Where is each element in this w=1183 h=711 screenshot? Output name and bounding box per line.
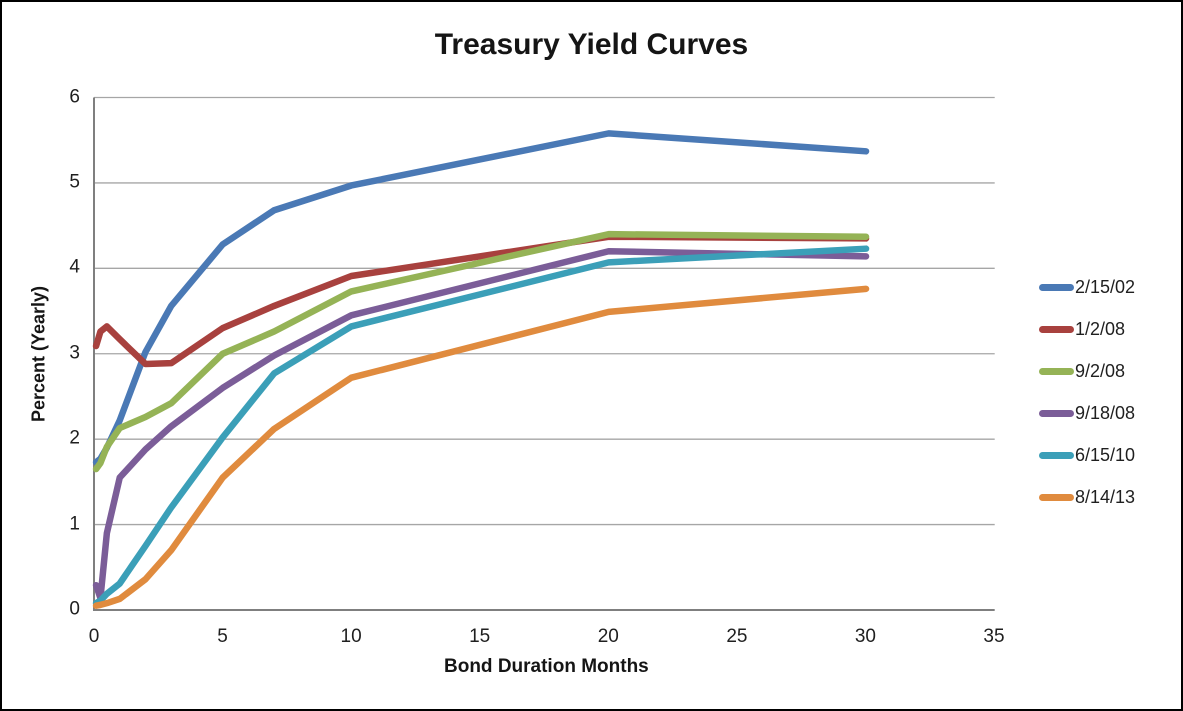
y-tick-label: 2	[69, 427, 80, 449]
legend-label: 9/18/08	[1075, 402, 1136, 423]
legend: 2/15/02 1/2/08 9/2/08 9/18/08 6/15/10 8/…	[1039, 266, 1135, 518]
x-tick-label: 35	[983, 626, 1005, 647]
series-line-6/15/10	[92, 245, 870, 607]
series-line-8/14/13	[92, 285, 870, 609]
x-tick-label: 30	[854, 626, 876, 647]
legend-label: 6/15/10	[1075, 444, 1136, 465]
legend-line-swatch	[1039, 367, 1074, 375]
series-line-9/18/08	[92, 248, 870, 602]
y-tick-label: 3	[69, 342, 80, 364]
legend-line-swatch	[1039, 409, 1074, 417]
y-axis-title: Percent (Yearly)	[28, 285, 49, 423]
legend-item: 2/15/02	[1039, 266, 1135, 308]
series-line-1/2/08	[92, 233, 870, 368]
legend-label: 8/14/13	[1075, 486, 1136, 507]
legend-line-swatch	[1039, 451, 1074, 459]
x-tick-label: 25	[726, 626, 748, 647]
y-tick-label: 4	[69, 256, 80, 278]
legend-item: 6/15/10	[1039, 434, 1135, 476]
legend-line-swatch	[1039, 283, 1074, 291]
legend-line-swatch	[1039, 325, 1074, 333]
y-tick-label: 0	[69, 598, 80, 620]
legend-line-swatch	[1039, 493, 1074, 501]
y-tick-label: 5	[69, 171, 80, 193]
chart-title: Treasury Yield Curves	[434, 28, 749, 61]
legend-item: 8/14/13	[1039, 476, 1135, 518]
x-tick-label: 10	[340, 626, 362, 647]
y-tick-label: 1	[69, 513, 80, 535]
x-axis-title: Bond Duration Months	[444, 656, 649, 677]
legend-item: 9/18/08	[1039, 392, 1135, 434]
legend-item: 9/2/08	[1039, 350, 1135, 392]
legend-label: 9/2/08	[1075, 360, 1126, 381]
x-tick-label: 5	[217, 626, 228, 647]
y-tick-label: 6	[69, 86, 80, 108]
x-tick-label: 20	[597, 626, 619, 647]
series-line-9/2/08	[92, 230, 870, 473]
legend-label: 2/15/02	[1075, 276, 1136, 297]
x-tick-label: 15	[469, 626, 491, 647]
legend-label: 1/2/08	[1075, 318, 1126, 339]
x-tick-label: 0	[88, 626, 100, 647]
legend-item: 1/2/08	[1039, 308, 1135, 350]
